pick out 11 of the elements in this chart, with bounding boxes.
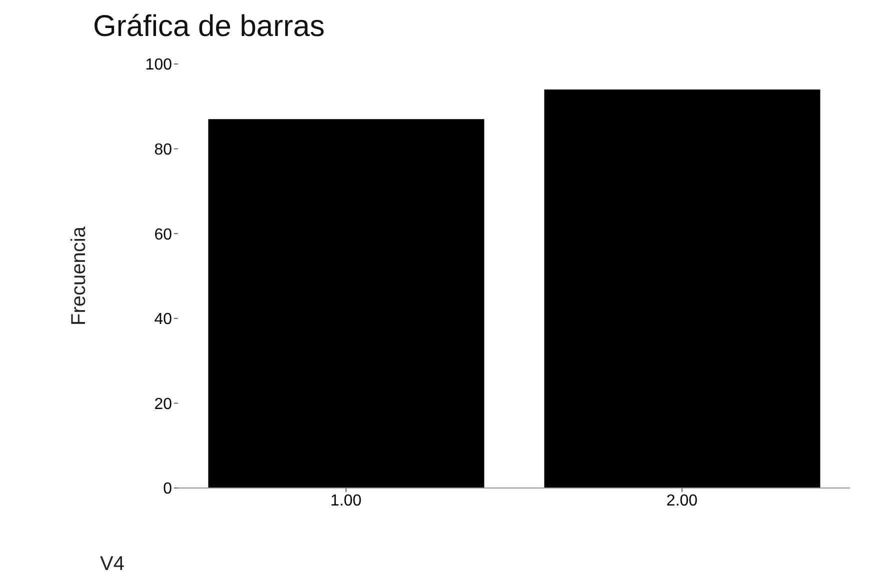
x-tick-label: 2.00 — [666, 492, 698, 510]
y-tick-label: 0 — [163, 480, 172, 498]
x-axis-title: V4 — [100, 553, 124, 576]
chart-title: Gráfica de barras — [93, 10, 325, 44]
y-tick-label: 40 — [154, 311, 172, 328]
x-tick-label: 1.00 — [330, 492, 362, 510]
y-axis-title: Frecuencia — [68, 226, 90, 326]
y-tick-label: 80 — [154, 141, 172, 158]
y-tick-label: 20 — [154, 396, 172, 413]
y-tick-label: 100 — [145, 56, 172, 74]
y-tick-label: 60 — [154, 226, 172, 244]
